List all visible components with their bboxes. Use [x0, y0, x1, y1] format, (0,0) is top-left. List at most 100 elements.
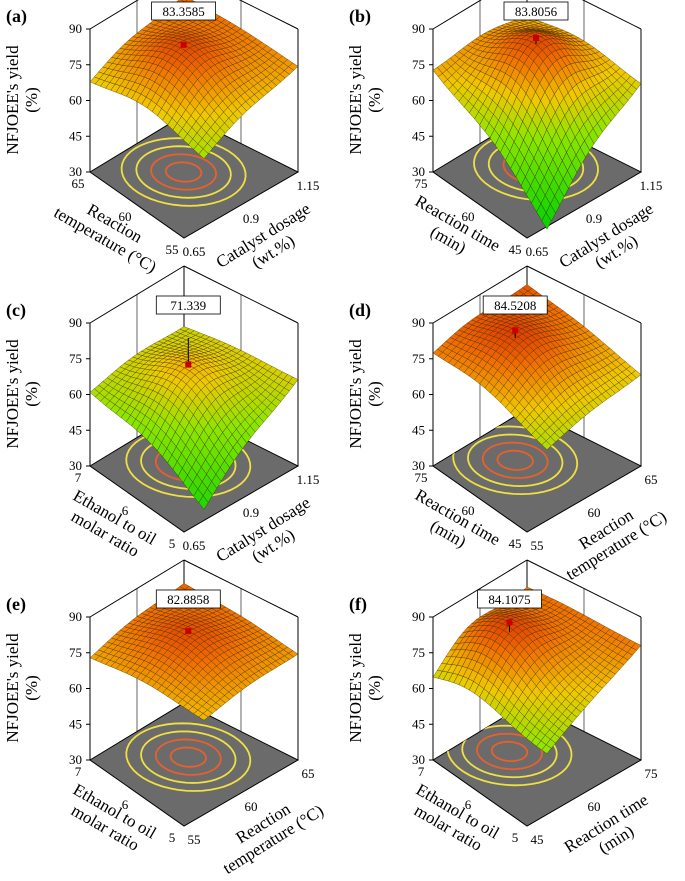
left-tick-label: 6	[122, 503, 129, 518]
right-tick-label: 0.9	[243, 211, 259, 226]
left-axis: 5 6 7	[75, 470, 176, 551]
z-tick-label: 60	[69, 387, 82, 402]
max-value-box	[155, 295, 221, 315]
left-tick-label: 75	[415, 470, 428, 485]
panel-b: (b) 83.8056 30 45 60 75 90 NFJOEE's yield(%) 45 6…	[343, 0, 685, 293]
floor-contour-plane	[89, 702, 300, 827]
surface-cell	[198, 148, 209, 159]
contour-line	[135, 145, 232, 199]
right-tick-label: 55	[531, 538, 544, 553]
left-tick-label: 60	[119, 209, 132, 224]
right-tick-label: 0.65	[183, 244, 206, 259]
max-value-box	[477, 589, 542, 609]
max-value-label: 71.339	[170, 298, 206, 313]
right-tick-label: 60	[245, 799, 258, 814]
floor-plane	[89, 702, 300, 827]
max-value-label: 83.3585	[162, 4, 204, 19]
floor-contour-plane	[432, 408, 643, 533]
z-tick-label: 90	[69, 609, 82, 624]
z-tick-label: 30	[69, 164, 82, 179]
right-axis: 0.65 0.9 1.15	[183, 472, 320, 553]
z-tick-label: 60	[412, 387, 425, 402]
right-tick-label: 75	[645, 766, 658, 781]
left-axis: 45 60 75	[415, 470, 522, 551]
contour-line	[140, 730, 237, 784]
z-tick-label: 45	[69, 422, 82, 437]
z-axis-label-line: (%)	[22, 87, 41, 112]
panel-e: (e) 82.8858 30 45 60 75 90 NFJOEE's yield(%) 5 6 7…	[0, 559, 342, 881]
contour-line	[169, 746, 207, 768]
z-axis: 30 45 60 75 90	[69, 609, 90, 767]
right-tick-label: 45	[531, 832, 544, 847]
left-tick-label: 5	[169, 830, 176, 845]
panel-d: (d) 84.5208 30 45 60 75 90 NFJOEE's yield(%) 45 6…	[343, 265, 685, 587]
z-tick-label: 75	[69, 645, 82, 660]
contour-line	[125, 722, 252, 792]
response-surface	[89, 326, 299, 510]
right-tick-label: 1.15	[297, 178, 320, 193]
z-tick-label: 30	[69, 752, 82, 767]
z-axis-label-line: NFJOEE's yield	[346, 633, 365, 743]
left-axis: 45 60 75	[415, 176, 522, 257]
max-point-marker	[533, 35, 539, 42]
left-tick-label: 60	[462, 503, 475, 518]
left-tick-label: 6	[465, 797, 472, 812]
z-axis: 30 45 60 75 90	[412, 609, 433, 767]
z-tick-label: 30	[412, 752, 425, 767]
max-value-box	[151, 1, 217, 21]
z-tick-label: 45	[412, 128, 425, 143]
right-tick-label: 0.9	[243, 505, 259, 520]
z-axis-label-line: (%)	[22, 675, 41, 700]
max-point-marker	[512, 327, 519, 334]
z-axis-label-line: (%)	[365, 87, 384, 112]
z-axis: 30 45 60 75 90	[412, 315, 433, 473]
max-point-marker	[506, 619, 513, 626]
right-tick-label: 0.65	[183, 538, 206, 553]
z-tick-label: 30	[412, 164, 425, 179]
panel-c: (c) 71.339 30 45 60 75 90 NFJOEE's yield(%) 5 6 7 E…	[0, 265, 342, 587]
left-tick-label: 75	[415, 176, 428, 191]
panel-label: (f)	[349, 594, 367, 615]
z-tick-label: 75	[69, 57, 82, 72]
z-axis-label-line: NFJOEE's yield	[346, 45, 365, 155]
z-axis-label-line: NFJOEE's yield	[346, 339, 365, 449]
right-tick-label: 60	[588, 505, 601, 520]
z-axis-label-line: (%)	[365, 381, 384, 406]
right-axis: 55 60 65	[188, 766, 315, 847]
surface-cell	[541, 212, 552, 230]
z-axis-label-line: (%)	[22, 381, 41, 406]
z-axis-label-line: (%)	[365, 675, 384, 700]
left-tick-label: 60	[462, 209, 475, 224]
z-tick-label: 75	[412, 57, 425, 72]
contour-line	[467, 433, 564, 487]
z-axis: 30 45 60 75 90	[412, 21, 433, 179]
right-tick-label: 1.15	[297, 472, 320, 487]
chart-b-svg: (b) 83.8056 30 45 60 75 90 NFJOEE's yield(%) 45 6…	[346, 0, 663, 272]
max-point-marker	[180, 41, 187, 48]
right-tick-label: 0.65	[526, 244, 549, 259]
z-axis-label-line: NFJOEE's yield	[3, 633, 22, 743]
z-axis-label: NFJOEE's yield(%)	[346, 339, 384, 449]
left-tick-label: 5	[169, 536, 176, 551]
panel-f: (f) 84.1075 30 45 60 75 90 NFJOEE's yield(%) 5 6 7…	[343, 559, 685, 881]
max-value-box	[482, 295, 548, 315]
contour-line	[150, 153, 217, 191]
z-tick-label: 30	[412, 458, 425, 473]
panel-label: (a)	[6, 6, 27, 27]
max-value-label: 82.8858	[167, 592, 209, 607]
right-tick-label: 0.9	[586, 211, 602, 226]
right-tick-label: 60	[588, 799, 601, 814]
z-axis: 30 45 60 75 90	[69, 315, 90, 473]
contour-line	[496, 449, 534, 471]
max-value-box	[503, 1, 569, 21]
z-tick-label: 90	[412, 315, 425, 330]
right-axis: 0.65 0.9 1.15	[526, 178, 663, 259]
right-axis-label: Reaction time(min)	[561, 790, 662, 873]
z-tick-label: 60	[412, 681, 425, 696]
z-tick-label: 75	[412, 351, 425, 366]
z-tick-label: 45	[69, 716, 82, 731]
left-axis: 5 6 7	[418, 764, 519, 845]
contour-line	[154, 738, 222, 776]
panel-label: (d)	[349, 300, 371, 321]
panel-label: (b)	[349, 6, 371, 27]
